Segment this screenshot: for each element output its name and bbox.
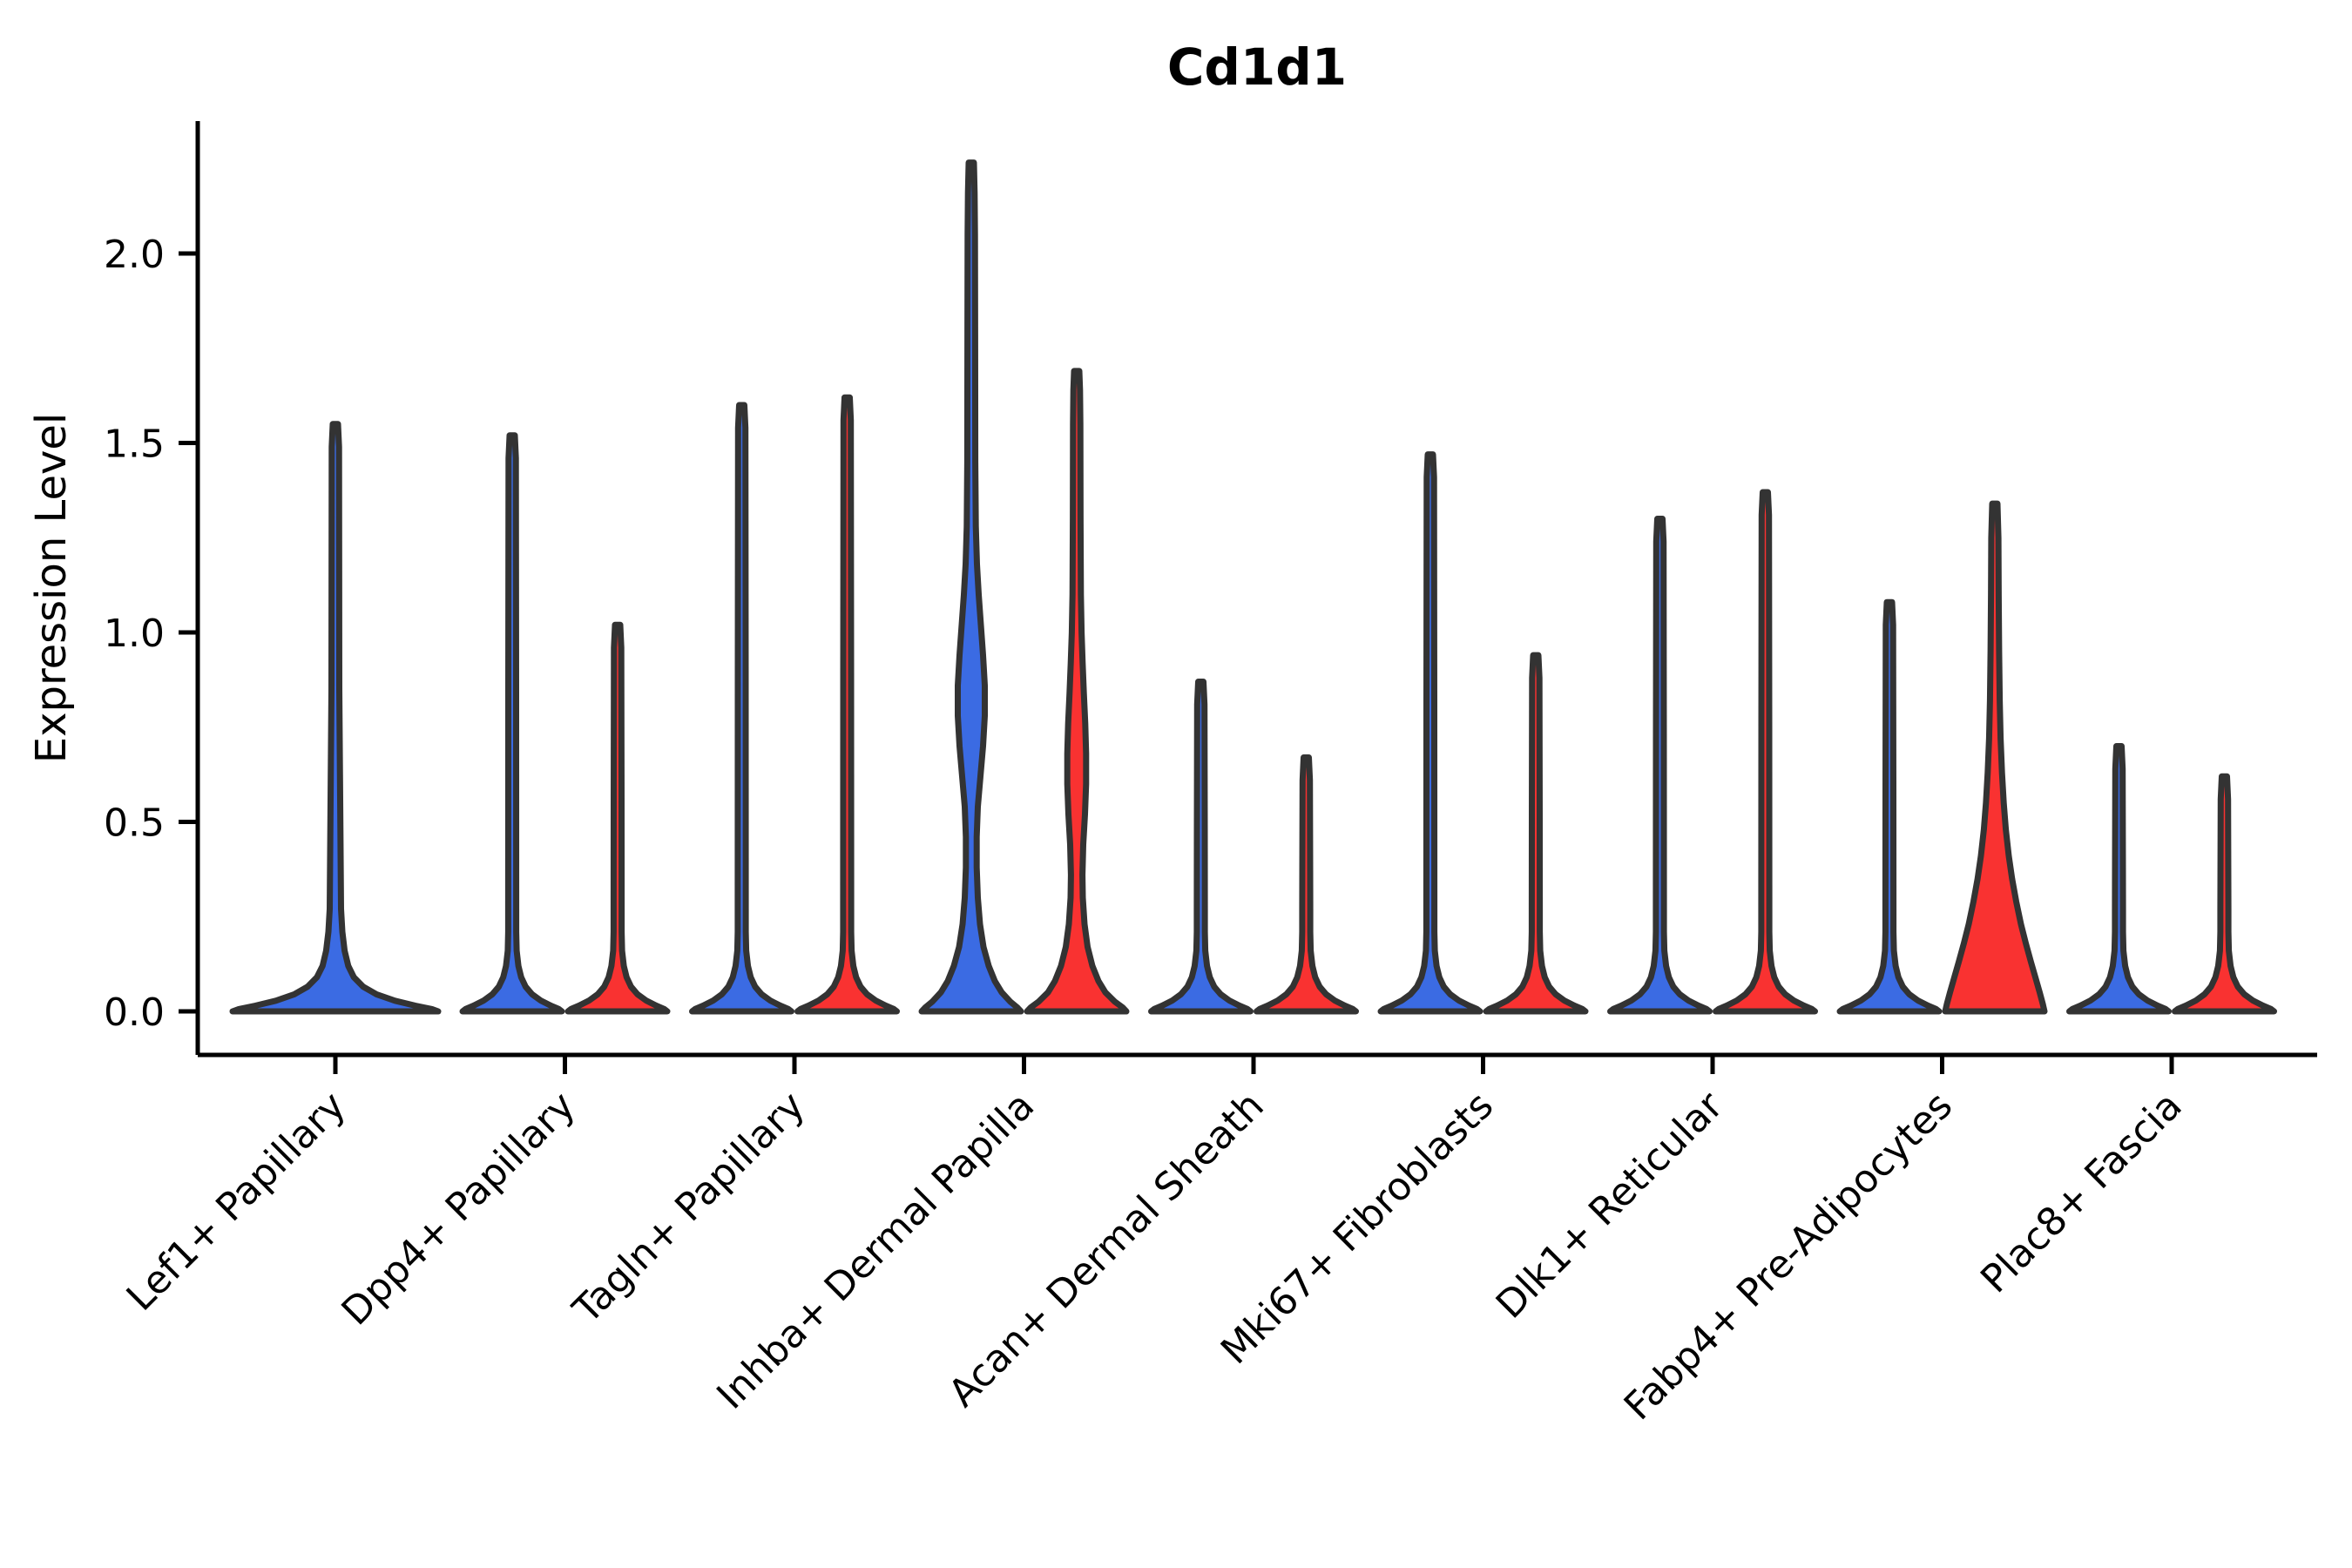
- violin-Fabp4+-group-blue: [1836, 598, 1943, 1015]
- violin-Fabp4+-group-red: [1942, 500, 2048, 1015]
- violin-Tagln+-group-blue: [689, 402, 794, 1015]
- violin-Dpp4+-group-blue: [459, 432, 565, 1015]
- violin-Inhba+-group-red: [1024, 368, 1130, 1015]
- violin-Lef1+-single: [229, 421, 442, 1015]
- violin-Inhba+-group-blue: [918, 159, 1024, 1015]
- violin-Mki67+-group-red: [1483, 652, 1589, 1015]
- y-tick-label: 0.0: [104, 990, 165, 1035]
- y-tick-label: 1.5: [104, 422, 165, 467]
- y-tick-label: 2.0: [104, 233, 165, 277]
- y-axis-ticks: 0.0 0.5 1.0 1.5 2.0: [104, 233, 198, 1035]
- violin-Dpp4+-group-red: [564, 621, 671, 1015]
- y-tick-label: 1.0: [104, 612, 165, 656]
- chart-title: Cd1d1: [1167, 37, 1347, 97]
- violin-Tagln+-group-red: [794, 394, 900, 1015]
- y-tick-label: 0.5: [104, 801, 165, 846]
- violin-Acan+-group-red: [1254, 754, 1359, 1015]
- violin-Plac8+-group-red: [2172, 773, 2277, 1015]
- violin-Plac8+-group-blue: [2066, 743, 2172, 1015]
- y-axis-label: Expression Level: [27, 413, 76, 764]
- violins-layer: [229, 159, 2277, 1015]
- violin-Dlk1+-group-red: [1713, 489, 1818, 1015]
- violin-Dlk1+-group-blue: [1607, 516, 1713, 1015]
- violin-Acan+-group-blue: [1148, 679, 1254, 1015]
- violin-Mki67+-group-blue: [1377, 451, 1484, 1015]
